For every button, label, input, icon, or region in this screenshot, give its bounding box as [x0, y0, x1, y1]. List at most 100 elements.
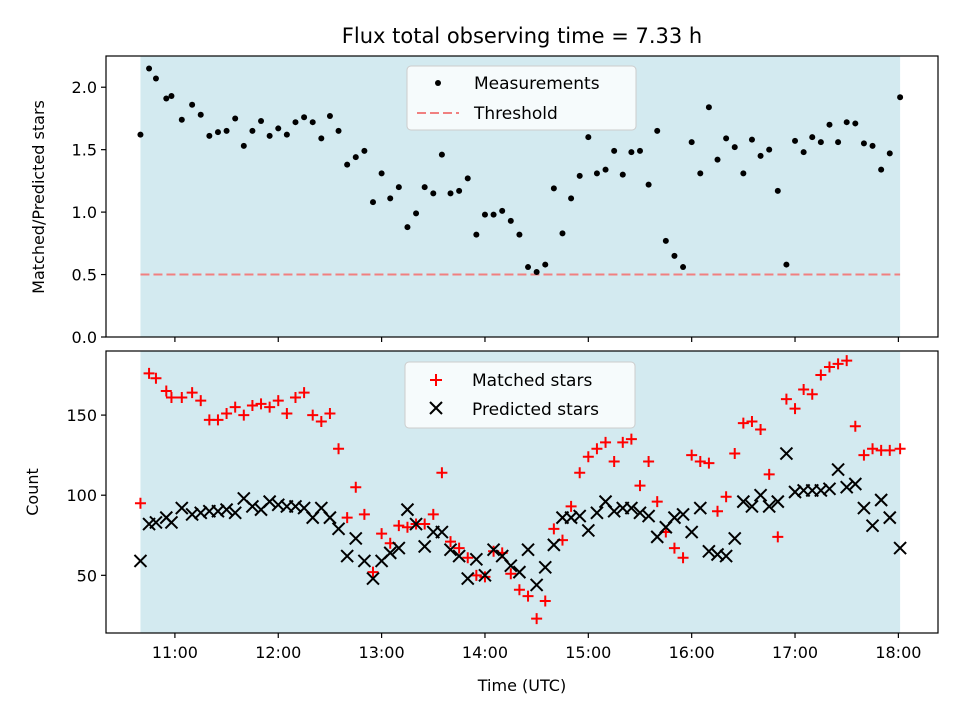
measurement-point — [490, 211, 497, 218]
matched-star-point — [470, 569, 482, 581]
matched-star-point — [246, 399, 258, 411]
measurement-point — [146, 65, 153, 72]
matched-star-point — [574, 467, 586, 479]
measurement-point — [897, 94, 904, 101]
matched-star-point — [281, 407, 293, 419]
predicted-star-point — [443, 542, 458, 557]
measurement-point — [800, 149, 807, 156]
measurement-point — [740, 170, 747, 177]
measurement-point — [361, 147, 368, 154]
matched-star-point — [479, 571, 491, 583]
measurement-point — [860, 140, 867, 147]
matched-star-point — [548, 523, 560, 535]
predicted-star-point — [624, 501, 639, 515]
measurement-point — [662, 237, 669, 244]
matched-star-point — [453, 542, 465, 554]
predicted-star-point — [822, 482, 837, 496]
bottom-legend: Matched stars Predicted stars — [404, 361, 636, 429]
predicted-star-point — [245, 499, 260, 514]
measurement-point — [387, 195, 394, 202]
top-panel-title: Flux total observing time = 7.33 h — [342, 24, 702, 48]
predicted-star-point — [323, 510, 337, 525]
matched-star-point — [608, 456, 620, 468]
matched-star-point — [737, 417, 749, 429]
predicted-star-point — [331, 522, 346, 536]
predicted-star-point — [175, 501, 189, 515]
predicted-star-point — [149, 515, 163, 530]
measurement-point — [619, 171, 626, 178]
measurement-point — [809, 134, 816, 141]
x-axis-label: Time (UTC) — [477, 676, 566, 695]
predicted-star-point — [865, 518, 880, 533]
xtick-label: 14:00 — [462, 643, 508, 662]
top-ytick-label: 0.0 — [72, 328, 97, 347]
top-legend: Measurements Threshold — [406, 65, 637, 131]
predicted-star-point — [848, 477, 863, 491]
predicted-star-point — [874, 493, 888, 507]
matched-star-point — [755, 424, 767, 436]
measurement-point — [214, 129, 221, 136]
measurement-point — [301, 114, 308, 121]
measurement-point — [705, 104, 712, 111]
xtick-label: 16:00 — [669, 643, 715, 662]
matched-star-point — [634, 480, 646, 492]
measurement-point — [697, 170, 704, 177]
matched-star-point — [419, 518, 431, 530]
measurement-point — [163, 95, 170, 102]
matched-star-point — [160, 385, 172, 397]
matched-star-point — [625, 433, 637, 445]
measurement-point — [344, 161, 351, 168]
matched-star-point — [703, 457, 715, 469]
predicted-star-point — [417, 539, 432, 554]
measurement-point — [447, 190, 454, 197]
top-axes-frame — [105, 55, 939, 338]
measurement-point — [507, 217, 514, 224]
legend-matched-label: Matched stars — [472, 371, 592, 391]
measurement-point — [843, 119, 850, 126]
top-legend-box — [406, 65, 637, 131]
predicted-star-point — [745, 499, 759, 514]
matched-star-point — [591, 443, 603, 455]
matched-star-point — [358, 508, 370, 520]
matched-star-point — [462, 552, 474, 564]
top-ytick-label: 1.5 — [72, 141, 97, 160]
measurement-point — [223, 127, 230, 134]
bottom-axes-frame — [105, 350, 939, 634]
matched-star-point — [694, 456, 706, 468]
predicted-star-point — [478, 568, 492, 583]
legend-predicted-marker — [429, 401, 443, 415]
measurement-point — [835, 139, 842, 146]
matched-star-point — [729, 448, 741, 460]
top-ytick-label: 1.0 — [72, 203, 97, 222]
measurement-point — [352, 154, 359, 161]
measurement-point — [404, 224, 411, 231]
predicted-star-point — [133, 554, 148, 568]
predicted-star-point — [779, 446, 794, 461]
xtick-label: 12:00 — [255, 643, 301, 662]
legend-predicted-label: Predicted stars — [472, 400, 599, 420]
predicted-star-point — [693, 501, 707, 515]
matched-star-point — [858, 449, 870, 461]
predicted-stars-points — [133, 446, 907, 592]
measurement-point — [258, 117, 265, 124]
measurement-point — [559, 230, 566, 237]
predicted-star-point — [893, 541, 907, 555]
matched-star-point — [165, 391, 177, 403]
predicted-star-point — [547, 538, 561, 552]
matched-star-point — [763, 468, 775, 480]
matched-star-point — [289, 391, 301, 403]
predicted-star-point — [857, 501, 871, 515]
xtick-label: 15:00 — [565, 643, 611, 662]
measurement-point — [430, 190, 437, 197]
matched-star-point — [298, 387, 310, 399]
predicted-star-point — [702, 544, 716, 558]
measurement-point — [266, 132, 273, 139]
predicted-star-point — [409, 517, 423, 531]
matched-star-point — [677, 552, 689, 564]
predicted-star-point — [719, 549, 733, 563]
measurement-point — [438, 151, 445, 158]
measurement-point — [240, 142, 247, 149]
measurement-point — [723, 135, 730, 142]
measurement-point — [766, 146, 773, 153]
bottom-panel: 50 100 150 11:00 12:00 13:00 14:00 15:00 16:00 17… — [23, 350, 939, 695]
